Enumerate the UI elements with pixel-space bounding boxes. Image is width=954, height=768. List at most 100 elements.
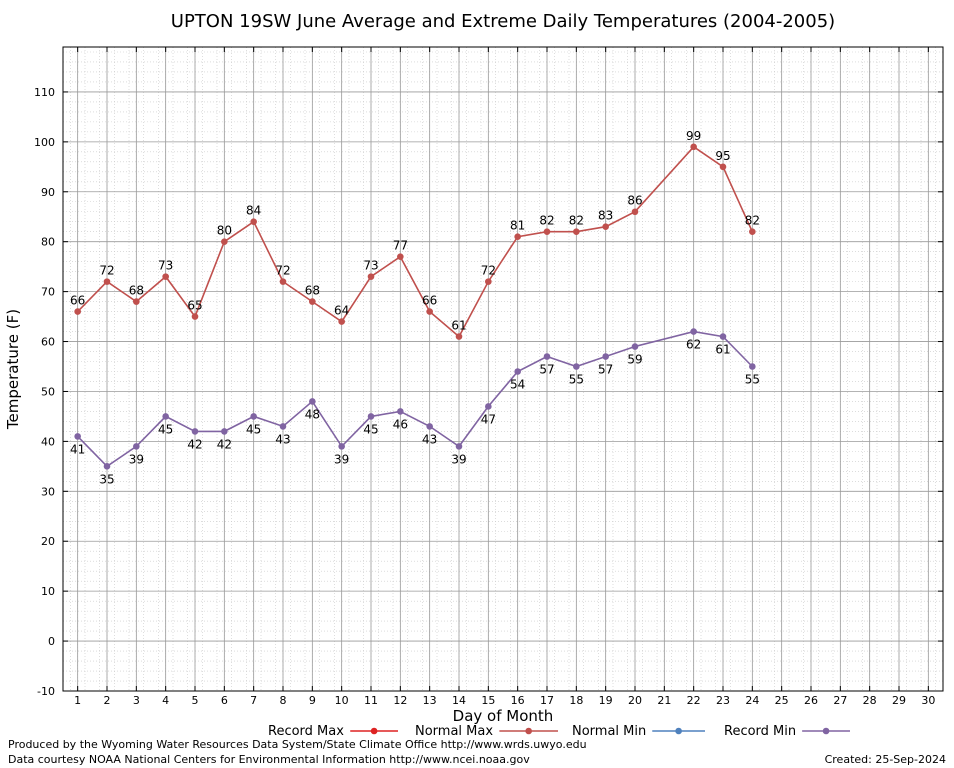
data-label: 66 bbox=[70, 294, 85, 308]
data-point bbox=[191, 313, 199, 320]
x-tick-label: 22 bbox=[687, 694, 701, 707]
data-point bbox=[573, 363, 580, 370]
data-label: 62 bbox=[686, 338, 701, 352]
data-label: 73 bbox=[158, 259, 173, 273]
x-tick-label: 16 bbox=[511, 694, 525, 707]
data-label: 64 bbox=[334, 304, 349, 318]
data-point bbox=[133, 443, 140, 450]
data-label: 39 bbox=[451, 452, 466, 466]
x-tick-label: 1 bbox=[74, 694, 81, 707]
data-label: 46 bbox=[393, 417, 408, 431]
data-point bbox=[749, 363, 756, 370]
data-label: 39 bbox=[129, 452, 144, 466]
data-point bbox=[103, 278, 111, 285]
data-label: 61 bbox=[715, 343, 730, 357]
data-point bbox=[279, 278, 287, 285]
data-label: 43 bbox=[422, 432, 437, 446]
data-point bbox=[133, 298, 140, 305]
data-point bbox=[719, 333, 727, 340]
data-label: 82 bbox=[745, 214, 760, 228]
legend-item-normal-min: Normal Min bbox=[572, 724, 705, 739]
legend-swatch-marker bbox=[370, 727, 378, 735]
y-tick-label: 20 bbox=[41, 535, 55, 548]
footer-produced-by: Produced by the Wyoming Water Resources … bbox=[8, 738, 587, 751]
data-point bbox=[485, 403, 492, 410]
x-tick-label: 13 bbox=[423, 694, 437, 707]
y-tick-label: 30 bbox=[41, 485, 55, 498]
y-tick-label: -10 bbox=[37, 685, 55, 698]
data-point bbox=[309, 398, 316, 405]
data-point bbox=[221, 428, 228, 435]
data-label: 35 bbox=[99, 472, 114, 486]
data-point bbox=[690, 143, 697, 151]
y-tick-label: 100 bbox=[34, 136, 55, 149]
data-label: 48 bbox=[305, 407, 320, 421]
data-point bbox=[426, 423, 433, 430]
legend-swatch-marker bbox=[675, 727, 682, 735]
x-tick-label: 23 bbox=[716, 694, 730, 707]
y-tick-label: 0 bbox=[48, 635, 55, 648]
legend-label: Normal Max bbox=[415, 724, 493, 739]
x-tick-label: 5 bbox=[192, 694, 199, 707]
data-label: 84 bbox=[246, 204, 261, 218]
y-tick-label: 50 bbox=[41, 385, 55, 398]
data-label: 68 bbox=[129, 284, 144, 298]
major-grid bbox=[63, 47, 943, 692]
data-label: 55 bbox=[745, 373, 760, 387]
y-axis-label: Temperature (F) bbox=[4, 309, 22, 430]
data-label: 65 bbox=[187, 299, 202, 313]
y-tick-label: 80 bbox=[41, 236, 55, 249]
data-label: 95 bbox=[715, 149, 730, 163]
data-point bbox=[573, 228, 580, 236]
data-label: 57 bbox=[539, 363, 554, 377]
x-tick-label: 2 bbox=[104, 694, 111, 707]
data-label: 80 bbox=[217, 224, 232, 238]
legend-item-normal-max: Normal Max bbox=[415, 724, 558, 739]
series-record-min: 41 35 39 45 42 42 45 43 48 39 45 46 43 39 47 54 57 55 57 59… bbox=[70, 328, 760, 486]
footer-data-courtesy: Data courtesy NOAA National Centers for … bbox=[8, 753, 530, 766]
data-label: 57 bbox=[598, 363, 613, 377]
y-tick-label: 10 bbox=[41, 585, 55, 598]
data-label: 81 bbox=[510, 219, 525, 233]
x-tick-label: 25 bbox=[775, 694, 789, 707]
data-point bbox=[250, 413, 257, 420]
data-label: 66 bbox=[422, 294, 437, 308]
data-point bbox=[543, 228, 551, 236]
y-tick-label: 110 bbox=[34, 86, 55, 99]
data-point bbox=[543, 353, 551, 360]
data-label: 55 bbox=[569, 373, 584, 387]
data-label: 83 bbox=[598, 209, 613, 223]
legend-label: Normal Min bbox=[572, 724, 646, 739]
x-tick-label: 19 bbox=[599, 694, 613, 707]
x-tick-label: 7 bbox=[250, 694, 257, 707]
legend-item-record-min: Record Min bbox=[724, 724, 850, 739]
data-point bbox=[103, 463, 111, 470]
x-tick-label: 20 bbox=[628, 694, 642, 707]
x-tick-label: 17 bbox=[540, 694, 554, 707]
data-label: 73 bbox=[363, 259, 378, 273]
data-point bbox=[397, 408, 404, 415]
x-tick-label: 12 bbox=[393, 694, 407, 707]
chart-title: UPTON 19SW June Average and Extreme Dail… bbox=[171, 11, 835, 32]
legend-label: Record Min bbox=[724, 724, 796, 739]
data-label: 39 bbox=[334, 452, 349, 466]
data-point bbox=[631, 208, 639, 216]
data-point bbox=[690, 328, 697, 335]
x-tick-label: 6 bbox=[221, 694, 228, 707]
x-tick-label: 10 bbox=[335, 694, 349, 707]
x-tick-label: 28 bbox=[863, 694, 877, 707]
series-normal-max: 66 72 68 73 65 80 84 72 68 64 73 77 66 61 72 81 82 82 83 86… bbox=[70, 129, 760, 340]
data-point bbox=[221, 238, 228, 245]
data-point bbox=[279, 423, 287, 430]
data-point bbox=[74, 308, 81, 315]
data-point bbox=[455, 443, 463, 450]
y-tick-label: 70 bbox=[41, 286, 55, 299]
x-axis-label: Day of Month bbox=[453, 707, 554, 725]
data-label: 72 bbox=[481, 264, 496, 278]
y-tick-label: 60 bbox=[41, 336, 55, 349]
legend-item-record-max: Record Max bbox=[268, 724, 398, 739]
data-label: 59 bbox=[627, 353, 642, 367]
data-point bbox=[309, 298, 316, 305]
data-label: 86 bbox=[627, 194, 642, 208]
